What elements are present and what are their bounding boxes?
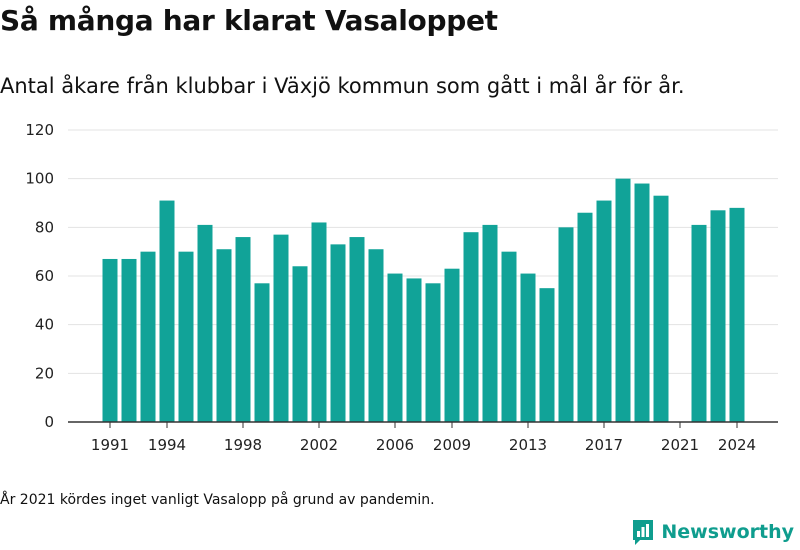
bar [710, 210, 726, 422]
y-tick-label: 0 [44, 413, 54, 431]
bar [501, 251, 517, 422]
bar [596, 200, 612, 422]
bar [311, 222, 327, 422]
x-tick-label: 1998 [224, 436, 262, 454]
x-tick-label: 1994 [148, 436, 186, 454]
bar [729, 207, 745, 422]
y-tick-label: 40 [35, 316, 54, 334]
bar [140, 251, 156, 422]
y-tick-label: 100 [25, 170, 54, 188]
bar [444, 268, 460, 422]
bar [235, 237, 251, 422]
newsworthy-logo-icon [633, 520, 654, 545]
bar [653, 195, 669, 422]
bar [292, 266, 308, 422]
x-tick-label: 2021 [661, 436, 699, 454]
y-tick-label: 80 [35, 218, 54, 236]
bar [254, 283, 270, 422]
y-tick-label: 20 [35, 364, 54, 382]
bar [273, 234, 289, 422]
x-axis: 1991 1994 1998 2002 2006 2009 2013 2017 2021 2024 [68, 421, 778, 454]
bar [349, 237, 365, 422]
y-tick-label: 60 [35, 267, 54, 285]
bar [463, 232, 479, 422]
bar [102, 258, 118, 422]
bar [216, 249, 232, 422]
bar [691, 224, 707, 422]
bar [634, 183, 650, 422]
bar [539, 288, 555, 422]
bar [482, 224, 498, 422]
bar [406, 278, 422, 422]
bar [197, 224, 213, 422]
bar [387, 273, 403, 422]
y-tick-label: 120 [25, 121, 54, 139]
bar [121, 258, 137, 422]
x-tick-label: 2006 [376, 436, 414, 454]
chart-subtitle: Antal åkare från klubbar i Växjö kommun … [0, 74, 685, 98]
bar [425, 283, 441, 422]
x-tick-label: 2009 [433, 436, 471, 454]
x-tick-label: 2024 [718, 436, 756, 454]
bar [178, 251, 194, 422]
bar-chart: 0 20 40 60 80 100 120 1991 1994 1998 2002 2006 2009… [25, 121, 778, 454]
x-tick-label: 2017 [585, 436, 623, 454]
bar [558, 227, 574, 422]
bars [102, 178, 745, 422]
x-tick-label: 1991 [91, 436, 129, 454]
brand-logo[interactable]: Newsworthy [631, 518, 794, 546]
bar [159, 200, 175, 422]
bar [615, 178, 631, 422]
chart-title: Så många har klarat Vasaloppet [0, 4, 498, 37]
bar [330, 244, 346, 422]
y-axis-tick-labels: 0 20 40 60 80 100 120 [25, 121, 54, 431]
brand-name: Newsworthy [661, 521, 794, 543]
bar [520, 273, 536, 422]
x-tick-label: 2013 [509, 436, 547, 454]
bar [577, 212, 593, 422]
bar [368, 249, 384, 422]
x-tick-label: 2002 [300, 436, 338, 454]
footnote: År 2021 kördes inget vanligt Vasalopp på… [0, 492, 435, 508]
